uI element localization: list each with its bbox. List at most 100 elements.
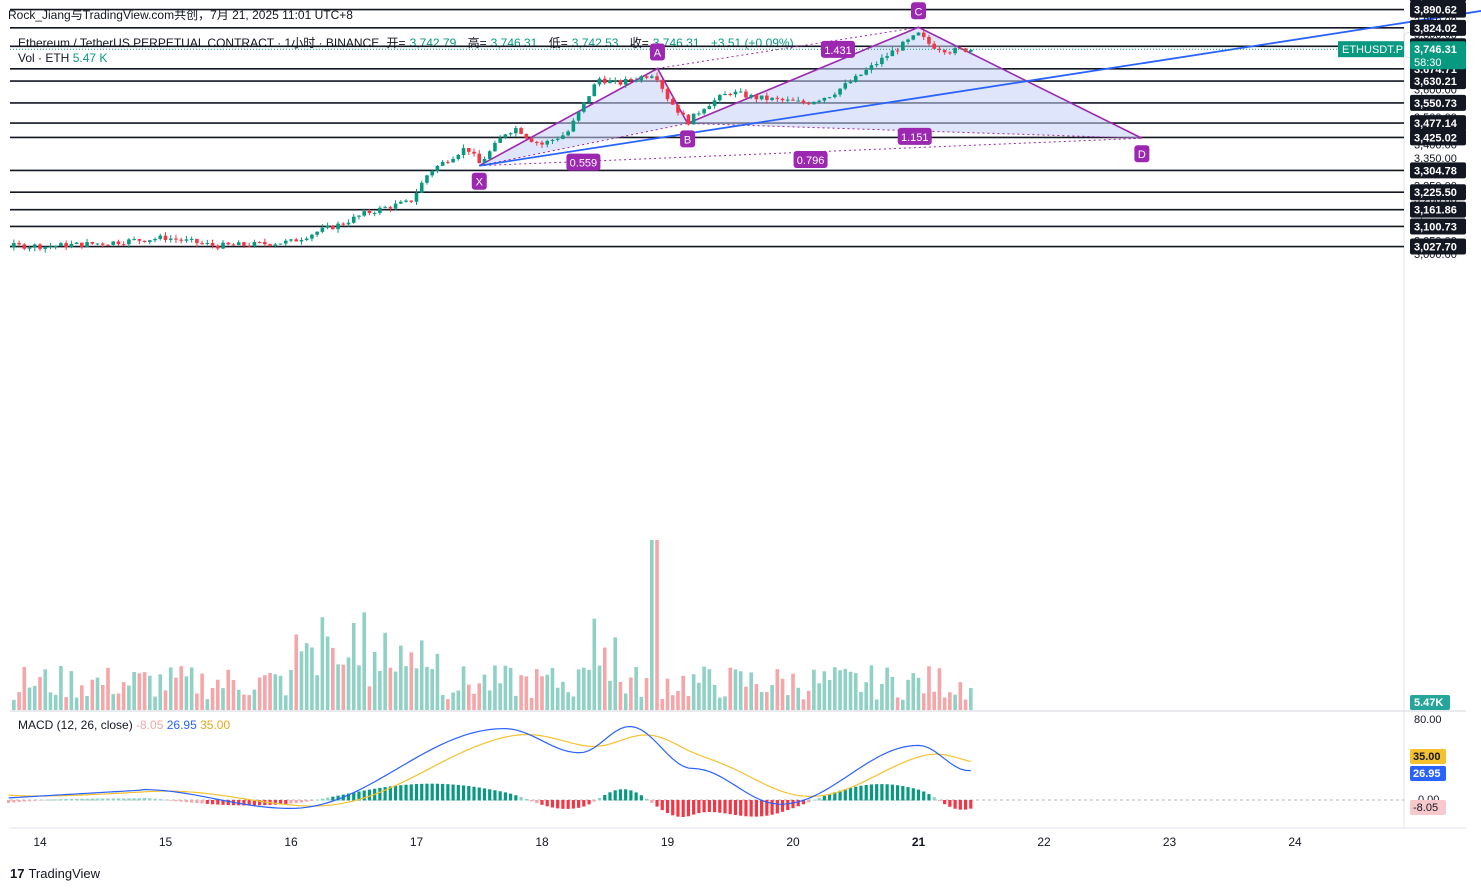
candle-body (132, 239, 136, 241)
candle-body (953, 48, 957, 54)
macd-histogram-bar (54, 799, 58, 801)
volume-bar (498, 683, 502, 710)
candle-body (456, 155, 461, 159)
candle-body (289, 239, 293, 241)
candle-body (304, 238, 309, 241)
candle-body (608, 80, 612, 84)
macd-histogram-bar (629, 790, 633, 801)
candle-body (409, 200, 414, 202)
volume-bar (482, 674, 487, 710)
candle-body (43, 246, 48, 249)
volume-bar (451, 692, 455, 710)
macd-histogram-bar (854, 786, 858, 801)
macd-histogram-bar (943, 800, 947, 805)
macd-line-value: 26.95 (166, 718, 197, 732)
trendline[interactable] (479, 7, 1481, 167)
volume-bar (163, 690, 168, 710)
macd-histogram-bar (221, 800, 225, 805)
volume-bar (440, 695, 445, 710)
macd-histogram-bar (69, 798, 73, 801)
macd-histogram-bar (101, 798, 105, 801)
volume-bar (59, 665, 63, 710)
macd-histogram-bar (916, 789, 921, 801)
volume-bar (477, 683, 482, 710)
volume-bar (717, 697, 722, 710)
macd-histogram-bar (179, 800, 183, 802)
volume-bar (660, 699, 665, 710)
candle-body (765, 95, 769, 100)
trendline-line[interactable] (479, 7, 1481, 167)
volume-bar (602, 647, 607, 710)
macd-histogram-bar (95, 798, 100, 801)
candle-body (435, 165, 440, 171)
macd-histogram-bar (901, 786, 905, 801)
volume-bar (644, 678, 649, 710)
macd-label[interactable]: MACD (12, 26, close) (18, 718, 133, 732)
candle-body (921, 32, 926, 37)
pattern-ac-dotted (657, 26, 919, 69)
volume-bar (555, 687, 560, 710)
pattern-point-d-bg (1134, 145, 1150, 163)
macd-histogram-bar (754, 800, 758, 817)
macd-histogram-bar (169, 800, 173, 801)
macd-histogram-bar (686, 800, 691, 817)
volume-bar (425, 666, 429, 710)
volume-bar (409, 652, 414, 710)
volume-bar (414, 668, 419, 710)
chart-credit: Rock_Jiang与TradingView.com共创，7月 21, 2025… (8, 8, 353, 22)
time-tick-label: 24 (1288, 835, 1302, 849)
macd-histogram-bar (885, 784, 889, 801)
candle-body (571, 120, 576, 132)
macd-histogram-bar (665, 800, 670, 814)
candle-body (184, 239, 189, 241)
volume-bar (691, 674, 696, 710)
volume-bar (341, 664, 346, 710)
volume-bar (116, 693, 121, 710)
candle-body (712, 100, 717, 107)
macd-histogram-bar (451, 784, 455, 801)
candle-body (472, 151, 476, 154)
volume-bar (74, 697, 79, 710)
horizontal-levels (10, 8, 1404, 248)
candle-body (514, 128, 518, 134)
macd-tick-label: 80.00 (1414, 714, 1442, 726)
candle-body (806, 103, 811, 105)
candle-body (660, 80, 665, 89)
candle-body (618, 80, 623, 85)
macd-histogram-bar (127, 798, 131, 801)
volume-bar (911, 673, 916, 710)
ratio-xb-bg (566, 153, 601, 171)
volume-bar (12, 699, 16, 710)
volume-bar (294, 634, 299, 710)
candle-body (90, 242, 95, 244)
volume-bar (273, 674, 278, 710)
candle-body (69, 243, 74, 248)
volume-label[interactable]: Vol · ETH (18, 51, 70, 65)
candle-body (121, 244, 126, 246)
candle-body (425, 175, 429, 183)
candle-body (252, 241, 257, 247)
last-price-tag: 3,746.31 (1414, 44, 1457, 56)
macd-signal-tag: 35.00 (1413, 751, 1441, 763)
volume-bar (357, 665, 361, 710)
candle-body (487, 151, 492, 159)
volume-bar (111, 694, 116, 710)
footer-brand[interactable]: 17 TradingView (10, 866, 100, 881)
pattern-point-b-bg (680, 130, 696, 148)
candle-body (545, 140, 550, 145)
macd-histogram-bar (963, 800, 968, 810)
macd-line-tag-bg (1410, 766, 1446, 781)
volume-bar (597, 665, 602, 710)
macd-histogram-bar (509, 793, 513, 801)
volume-bar (906, 679, 910, 710)
macd-histogram-bar (775, 800, 779, 814)
volume-bar (331, 647, 335, 710)
candle-body (414, 192, 419, 202)
volume-bar (817, 683, 821, 710)
candle-body (446, 161, 450, 163)
candle-body (550, 139, 555, 141)
macd-histogram-bar (80, 798, 84, 801)
candle-body (707, 106, 712, 110)
xabcd-pattern[interactable] (478, 26, 1143, 167)
